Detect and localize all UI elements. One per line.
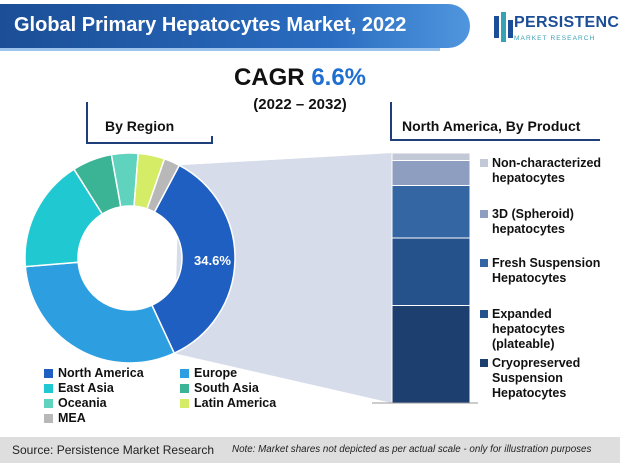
legend-label: North America bbox=[58, 366, 144, 380]
legend-label: Expanded hepatocytes (plateable) bbox=[492, 307, 565, 351]
donut-slice-mea bbox=[146, 157, 181, 214]
stack-segment-non-characterized-hepatocytes bbox=[391, 152, 471, 161]
cagr-label: CAGR bbox=[233, 64, 305, 91]
legend-swatch bbox=[480, 359, 488, 367]
legend-swatch bbox=[44, 413, 53, 423]
forecast-period: (2022 – 2032) bbox=[253, 96, 347, 113]
legend-label: 3D (Spheroid) hepatocytes bbox=[492, 207, 574, 236]
logo: PERSISTENCE MARKET RESEARCH bbox=[492, 8, 620, 64]
region-bracket-right bbox=[211, 136, 213, 144]
legend-item-oceania: Oceania bbox=[44, 396, 107, 410]
legend-swatch bbox=[480, 159, 488, 167]
logo-name: PERSISTENCE bbox=[514, 14, 620, 31]
legend-label: East Asia bbox=[58, 381, 114, 395]
donut-slice-europe bbox=[24, 261, 176, 364]
legend-item-europe: Europe bbox=[180, 366, 237, 380]
legend-item-south-asia: South Asia bbox=[180, 381, 259, 395]
legend-item-east-asia: East Asia bbox=[44, 381, 114, 395]
stack-segment-fresh-suspension-hepatocytes bbox=[391, 185, 471, 239]
region-bracket-left bbox=[86, 102, 88, 144]
donut-data-label-north-america: 34.6% bbox=[194, 253, 231, 268]
legend-swatch bbox=[480, 259, 488, 267]
product-chart-title: North America, By Product bbox=[402, 118, 581, 134]
product-bracket-line bbox=[390, 102, 392, 140]
donut-slice-north-america bbox=[150, 164, 236, 355]
product-stacked-bar bbox=[391, 152, 471, 404]
legend-swatch bbox=[480, 310, 488, 318]
legend-item-mea: MEA bbox=[44, 411, 86, 425]
legend-label: Fresh Suspension Hepatocytes bbox=[492, 256, 601, 285]
legend-label: Europe bbox=[194, 366, 238, 380]
legend-label: Non-characterized hepatocytes bbox=[492, 156, 602, 185]
footer-note: Note: Market shares not depicted as per … bbox=[232, 444, 592, 455]
region-bracket-bottom bbox=[86, 142, 211, 144]
logo-tagline: MARKET RESEARCH bbox=[514, 35, 596, 42]
legend-swatch bbox=[44, 368, 53, 378]
legend-label: South Asia bbox=[194, 381, 259, 395]
region-chart-title: By Region bbox=[105, 118, 175, 134]
legend-label: Oceania bbox=[58, 396, 107, 410]
legend-item-north-america: North America bbox=[44, 366, 144, 380]
legend-swatch bbox=[180, 398, 189, 408]
footer-source: Source: Persistence Market Research bbox=[12, 443, 215, 457]
legend-swatch bbox=[44, 383, 53, 393]
legend-item-latin-america: Latin America bbox=[180, 396, 276, 410]
product-bracket-bottom bbox=[390, 139, 600, 141]
stack-segment-cryopreserved-suspension-hepatocytes bbox=[391, 305, 471, 404]
legend-swatch bbox=[44, 398, 53, 408]
legend-swatch bbox=[480, 210, 488, 218]
title-banner: Global Primary Hepatocytes Market, 2022 bbox=[0, 4, 470, 48]
chart-title: Global Primary Hepatocytes Market, 2022 bbox=[14, 14, 407, 36]
legend-swatch bbox=[180, 383, 189, 393]
callout-wedge bbox=[174, 153, 392, 403]
legend-label: Cryopreserved Suspension Hepatocytes bbox=[492, 356, 581, 400]
cagr-heading: CAGR 6.6% bbox=[200, 64, 400, 92]
logo-mark-icon bbox=[494, 12, 513, 42]
cagr-value: 6.6% bbox=[311, 64, 367, 91]
stack-segment-3d-spheroid-hepatocytes bbox=[391, 160, 471, 186]
legend-label: Latin America bbox=[194, 396, 277, 410]
footer: Source: Persistence Market Research Note… bbox=[0, 437, 620, 463]
legend-swatch bbox=[180, 368, 189, 378]
title-accent-line bbox=[0, 48, 440, 51]
region-donut: 34.6% bbox=[24, 152, 236, 364]
stack-segment-expanded-hepatocytes-plateable bbox=[391, 237, 471, 306]
legend-label: MEA bbox=[58, 411, 86, 425]
